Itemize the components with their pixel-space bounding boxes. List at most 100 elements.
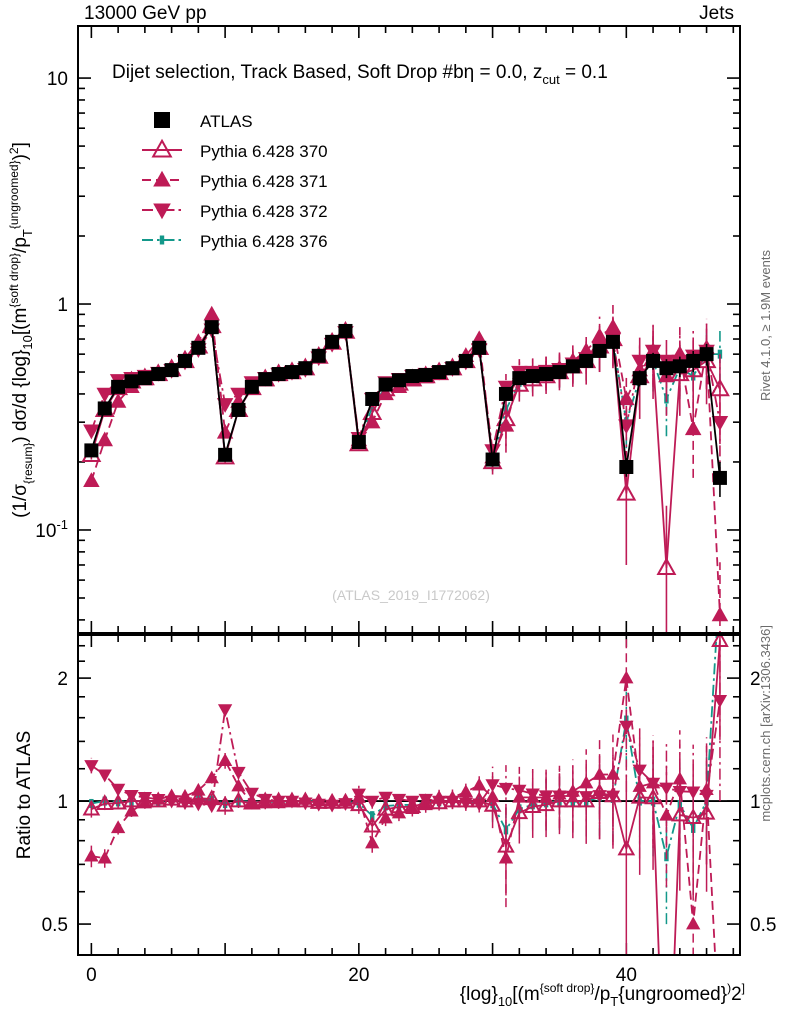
legend-item-4[interactable]: Pythia 6.428 376 xyxy=(142,232,328,251)
ratio-data-point xyxy=(617,839,636,856)
ratio-data-point xyxy=(229,791,248,808)
legend: ATLAS Pythia 6.428 370 Pythia 6.428 371 Pyt… xyxy=(142,112,328,251)
legend-label: Pythia 6.428 376 xyxy=(200,232,328,251)
data-point xyxy=(109,392,127,408)
ratio-data-point xyxy=(416,793,435,810)
main-y-tick-exponent: -1 xyxy=(56,517,68,532)
data-point xyxy=(684,420,702,436)
ratio-data-point xyxy=(109,793,127,810)
ratio-data-point xyxy=(365,835,380,849)
data-point xyxy=(592,343,607,358)
data-point xyxy=(216,398,234,413)
ratio-data-point xyxy=(97,769,112,783)
ratio-data-point xyxy=(269,791,288,808)
watermark: (ATLAS_2019_I1772062) xyxy=(332,587,490,603)
ratio-data-point xyxy=(458,784,473,798)
main-x-ticks xyxy=(90,26,735,633)
ratio-data-point xyxy=(204,770,219,784)
ratio-data-point xyxy=(550,791,569,808)
ratio-data-point xyxy=(659,807,674,821)
ratio-data-point xyxy=(577,791,596,808)
ratio-panel-frame xyxy=(77,634,741,956)
ratio-data-point xyxy=(217,704,233,718)
data-point xyxy=(619,459,634,474)
ratio-series-layer xyxy=(79,636,739,954)
data-point xyxy=(284,365,299,380)
data-point xyxy=(177,353,192,368)
legend-marker xyxy=(159,235,165,245)
data-point xyxy=(298,361,313,376)
ratio-data-point xyxy=(256,791,275,808)
data-point xyxy=(84,443,99,458)
ratio-data-point xyxy=(644,788,662,805)
ratio-data-point xyxy=(670,805,689,822)
plot-title-text: Dijet selection, Track Based, Soft Drop … xyxy=(112,62,608,87)
watermark-text: (ATLAS_2019_I1772062) xyxy=(332,587,490,603)
ratio-y-tick-label: 2 xyxy=(57,669,68,690)
ratio-data-point xyxy=(470,791,489,808)
data-point xyxy=(203,305,220,321)
data-point xyxy=(525,369,540,384)
data-point xyxy=(164,363,179,378)
series-atlas xyxy=(84,320,727,497)
data-point xyxy=(151,367,166,382)
data-point xyxy=(338,323,353,338)
data-point xyxy=(445,361,460,376)
data-point xyxy=(378,377,393,392)
ratio-data-point xyxy=(456,791,475,808)
ratio-data-point xyxy=(349,795,368,812)
ratio-y-tick-label-right: 2 xyxy=(750,669,761,690)
data-point xyxy=(458,353,473,368)
ratio-data-point xyxy=(124,803,139,817)
legend-item-2[interactable]: Pythia 6.428 371 xyxy=(142,170,328,191)
ratio-data-point xyxy=(430,793,448,810)
header-right-label: Jets xyxy=(699,3,734,24)
ratio-data-point xyxy=(176,791,194,808)
ratio-y-axis-label: Ratio to ATLAS xyxy=(14,731,35,860)
data-point xyxy=(432,365,447,380)
ratio-data-point xyxy=(619,670,634,684)
ratio-data-point xyxy=(149,791,168,808)
side-label-rivet: Rivet 4.1.0, ≥ 1.9M events xyxy=(758,250,773,401)
ratio-data-point xyxy=(697,803,716,820)
main-y-axis-label-text: (1/σ{resum}) dσ/d {log}10[(m{soft drop}/… xyxy=(7,142,35,518)
data-point xyxy=(472,340,487,355)
ratio-data-point xyxy=(95,794,114,811)
ratio-y-ticks: 2 2 1 1 0.5 0.5 xyxy=(42,644,776,936)
data-point xyxy=(498,386,513,401)
ratio-data-point xyxy=(122,791,141,808)
ratio-data-point xyxy=(82,799,101,816)
data-point xyxy=(97,401,112,416)
side-label-mcplots: mcplots.cern.ch [arXiv:1306.3436] xyxy=(758,625,773,822)
ratio-data-point xyxy=(472,777,487,791)
ratio-data-point xyxy=(110,820,126,834)
ratio-y-tick-label-right: 1 xyxy=(750,792,761,813)
legend-item-3[interactable]: Pythia 6.428 372 xyxy=(142,202,328,221)
data-point xyxy=(632,371,647,386)
ratio-data-point xyxy=(523,797,542,814)
legend-label: Pythia 6.428 371 xyxy=(200,172,328,191)
ratio-data-point xyxy=(590,783,609,800)
legend-item-0[interactable]: ATLAS xyxy=(154,112,253,131)
ratio-data-point xyxy=(217,753,233,767)
data-point xyxy=(485,452,500,467)
data-point xyxy=(351,435,366,450)
ratio-y-axis-label-text: Ratio to ATLAS xyxy=(14,731,35,860)
ratio-x-ticks: 0 20 40 xyxy=(86,635,735,986)
legend-label: Pythia 6.428 370 xyxy=(200,142,328,161)
ratio-data-point xyxy=(604,786,622,803)
ratio-data-point xyxy=(711,636,729,647)
data-point xyxy=(96,387,113,403)
ratio-data-point xyxy=(563,791,582,808)
ratio-data-point xyxy=(483,795,502,812)
data-point xyxy=(311,348,326,363)
legend-item-1[interactable]: Pythia 6.428 370 xyxy=(142,138,328,161)
data-point xyxy=(218,447,233,462)
ratio-data-point xyxy=(84,848,99,862)
legend-label: ATLAS xyxy=(200,112,253,131)
ratio-data-point xyxy=(390,797,408,814)
ratio-data-point xyxy=(370,811,375,821)
ratio-data-point xyxy=(84,760,99,773)
data-point xyxy=(605,334,620,349)
